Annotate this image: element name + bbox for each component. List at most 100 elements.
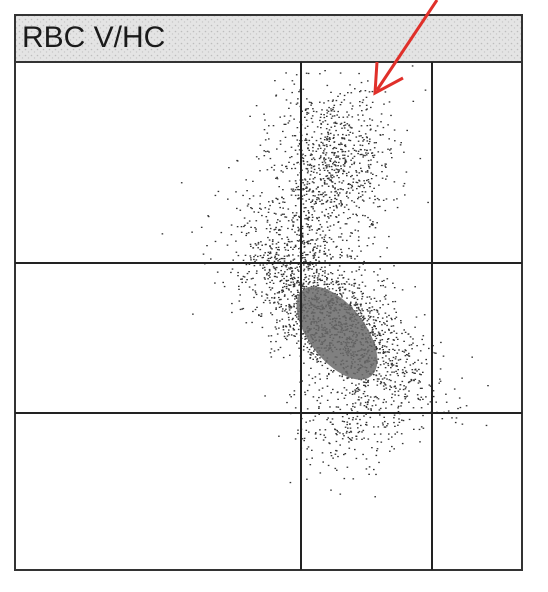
dot [332,151,334,154]
dot [369,219,372,221]
dot [364,191,367,193]
dot [286,167,288,170]
dot [365,96,368,98]
dot [341,374,344,376]
dot [281,213,284,215]
dot [302,285,304,287]
dot [264,395,266,397]
dot [314,275,316,277]
dot [390,114,392,117]
dot [298,216,301,218]
dot [342,133,344,136]
dot [316,197,318,199]
dot [326,183,328,185]
dot [289,394,291,396]
dot [420,374,422,376]
dot [367,401,369,403]
dot [364,149,366,151]
dot [361,308,363,310]
dot [337,195,340,197]
dot [391,371,393,373]
dot [290,267,293,269]
dot [255,272,258,274]
dot [324,70,326,72]
dot [257,211,260,213]
dot [397,374,399,377]
dot [264,252,266,254]
dot [332,137,335,139]
dot [283,335,286,338]
dot [252,180,254,182]
dot [385,361,387,364]
dot [378,333,380,335]
dot [305,142,308,144]
dot [357,150,360,152]
dot [362,156,364,158]
dot [404,331,407,333]
dot [285,308,287,310]
dot [358,389,361,391]
dot [395,387,397,389]
dot [292,286,295,288]
dot [291,167,293,170]
dot [310,164,313,167]
dot [350,284,353,286]
dot [304,343,306,345]
dot [322,203,325,205]
dot [290,194,293,196]
dot [368,143,370,145]
dot [285,325,287,327]
dot [383,388,386,390]
dot [327,417,329,419]
dot [441,418,444,420]
dot [259,170,261,172]
dot [374,227,377,229]
dot [366,108,368,110]
dot [334,188,336,190]
dot [339,408,342,411]
dot [342,173,344,175]
dot [425,363,428,365]
dot [287,122,290,124]
dot [385,401,387,403]
dot [375,328,377,330]
dot [206,245,208,247]
dot [207,215,209,217]
dot [328,166,331,168]
dot [214,282,216,284]
dot [322,240,325,243]
dot [341,203,343,205]
dot [376,380,379,382]
dot [274,326,277,328]
dot [365,136,368,138]
dot [330,272,332,274]
dot [371,90,374,93]
dot [307,219,310,221]
dot [411,369,414,371]
dot [293,163,295,166]
dot [420,407,423,409]
dot [304,127,307,129]
dot [343,137,346,139]
dot [270,256,273,258]
dot [414,372,416,374]
dot [307,351,310,353]
dot [283,246,286,249]
dot [346,175,348,177]
dot [330,199,333,201]
dot [372,173,374,175]
dot [277,303,280,305]
dot [367,152,369,154]
dot [362,184,364,187]
dot [296,162,298,164]
dot [371,155,374,157]
dot [261,291,263,293]
dot [241,278,243,280]
dot [311,102,313,105]
dot [279,280,282,282]
dot [419,350,422,352]
dot [388,101,391,103]
dot [273,301,276,304]
dot [308,282,310,284]
